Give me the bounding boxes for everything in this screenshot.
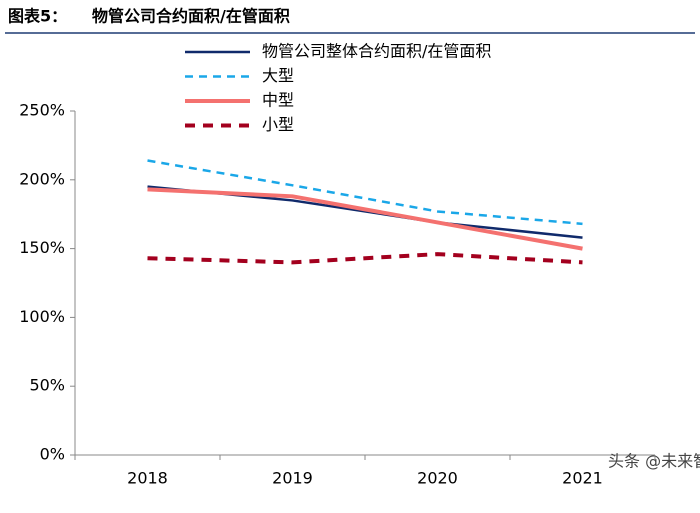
figure-label: 图表5： [8,7,67,26]
x-tick-label: 2020 [417,469,458,488]
series-line [147,159,583,226]
legend-label: 中型 [262,91,294,110]
watermark: 头条 @未来智库 [608,452,700,471]
y-tick-label: 200% [19,169,65,188]
legend-label: 大型 [262,66,294,85]
x-tick-label: 2019 [272,469,313,488]
y-tick-label: 50% [29,376,65,395]
y-tick-label: 100% [19,307,65,326]
y-tick-label: 150% [19,238,65,257]
x-tick-label: 2021 [562,469,603,488]
legend-label: 小型 [262,115,294,134]
series-line [147,187,583,251]
series-line [147,252,583,265]
y-tick-label: 250% [19,101,65,120]
legend-label: 物管公司整体合约面积/在管面积 [262,42,491,61]
chart-title: 物管公司合约面积/在管面积 [92,7,290,26]
y-tick-label: 0% [40,445,65,464]
x-tick-label: 2018 [127,469,168,488]
